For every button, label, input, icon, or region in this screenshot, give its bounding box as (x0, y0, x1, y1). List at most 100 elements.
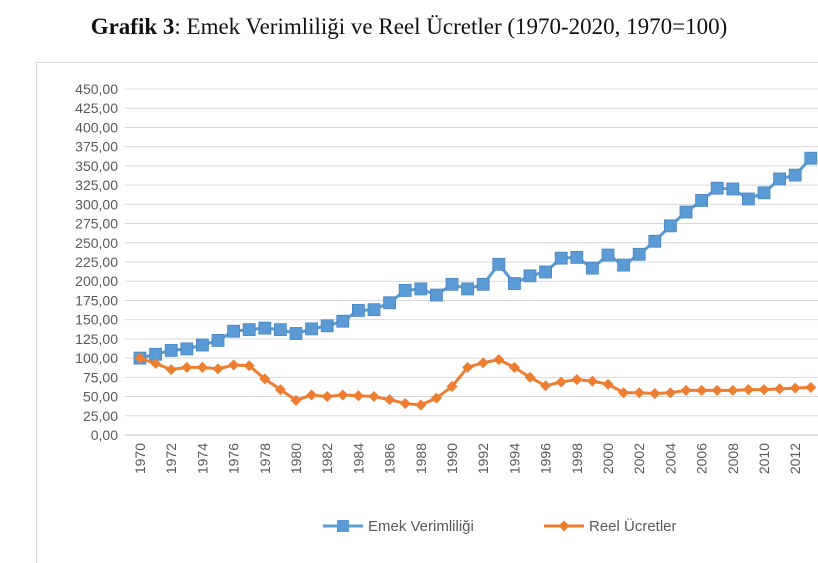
data-point (211, 334, 225, 347)
x-tick-label: 1994 (506, 443, 522, 474)
data-point (493, 354, 505, 366)
data-point (571, 374, 583, 386)
data-point (258, 321, 272, 335)
y-tick-label: 250,00 (75, 235, 118, 251)
x-tick-label: 1998 (569, 443, 585, 474)
legend-marker (558, 520, 570, 532)
x-tick-label: 1976 (226, 443, 242, 474)
data-point (367, 303, 381, 317)
series-line (139, 356, 811, 407)
x-tick-label: 1980 (288, 443, 304, 474)
y-tick-label: 400,00 (75, 119, 118, 135)
data-point (633, 387, 645, 399)
y-tick-label: 125,00 (75, 331, 118, 347)
series-group (133, 151, 818, 411)
legend-item-1: Emek Verimliliği (323, 518, 474, 535)
series-1 (133, 151, 818, 365)
data-point (508, 361, 520, 373)
data-point (648, 234, 662, 248)
x-tick-label: 1990 (444, 443, 460, 474)
x-tick-label: 2010 (756, 443, 772, 474)
x-tick-label: 2006 (694, 443, 710, 474)
data-point (352, 390, 364, 402)
data-point (165, 364, 177, 376)
data-point (180, 342, 194, 356)
data-point (430, 392, 442, 404)
data-point (570, 250, 584, 264)
data-point (337, 389, 349, 401)
y-tick-label: 50,00 (83, 389, 118, 405)
data-point (649, 387, 661, 399)
x-tick-label: 1970 (132, 443, 148, 474)
y-tick-label: 425,00 (75, 100, 118, 116)
data-point (305, 322, 319, 336)
data-point (134, 352, 146, 364)
y-tick-label: 375,00 (75, 139, 118, 155)
data-point (602, 378, 614, 390)
data-point (399, 397, 411, 409)
data-point (742, 192, 755, 206)
data-point (415, 399, 427, 411)
data-point (228, 359, 240, 371)
data-point (212, 363, 224, 375)
x-tick-label: 1974 (194, 443, 210, 474)
data-point (679, 205, 693, 219)
x-tick-label: 2002 (631, 443, 647, 474)
y-tick-label: 175,00 (75, 292, 118, 308)
data-point (524, 371, 536, 383)
data-point (773, 172, 786, 186)
data-point (696, 384, 708, 396)
x-tick-label: 2000 (600, 443, 616, 474)
y-tick-label: 150,00 (75, 312, 118, 328)
x-tick-label: 2004 (662, 443, 678, 474)
data-point (306, 389, 318, 401)
data-point (242, 323, 256, 337)
data-point (351, 304, 365, 317)
data-point (695, 194, 708, 207)
data-point (742, 384, 754, 396)
x-tick-label: 1988 (413, 443, 429, 474)
x-tick-label: 1992 (475, 443, 491, 474)
x-tick-label: 1986 (382, 443, 398, 474)
chart-frame (36, 62, 818, 563)
y-tick-label: 200,00 (75, 273, 118, 289)
data-point (273, 323, 287, 337)
data-point (726, 182, 740, 196)
x-tick-label: 2008 (725, 443, 741, 474)
data-point (384, 394, 396, 406)
data-point (462, 361, 474, 373)
data-point (758, 384, 770, 396)
y-tick-label: 25,00 (83, 408, 118, 424)
data-point (336, 314, 350, 328)
data-point (555, 376, 567, 388)
data-point (680, 384, 692, 396)
data-point (398, 284, 412, 297)
y-tick-label: 225,00 (75, 254, 118, 270)
data-point (804, 151, 818, 165)
data-point (320, 319, 334, 333)
gridlines (125, 88, 818, 436)
data-point (445, 277, 459, 291)
data-point (586, 261, 599, 275)
x-axis-ticks: 1970 1972 1974 1976 1978 1980 1982 1984 1986 1988… (132, 443, 803, 474)
data-point (601, 248, 615, 262)
legend-item-2: Reel Ücretler (544, 517, 677, 535)
y-tick-label: 0,00 (91, 427, 118, 443)
data-point (540, 380, 552, 392)
data-point (711, 384, 723, 396)
data-point (274, 384, 286, 396)
data-point (727, 384, 739, 396)
data-point (461, 282, 475, 296)
data-point (507, 277, 521, 290)
y-tick-label: 100,00 (75, 350, 118, 366)
data-point (181, 361, 193, 373)
data-point (774, 383, 786, 395)
data-point (243, 360, 255, 372)
data-point (383, 296, 397, 310)
data-point (523, 269, 537, 283)
chart-title: Grafik 3: Emek Verimliliği ve Reel Ücret… (0, 14, 818, 40)
data-point (805, 381, 817, 393)
data-point (476, 277, 490, 291)
series-line (139, 157, 812, 360)
